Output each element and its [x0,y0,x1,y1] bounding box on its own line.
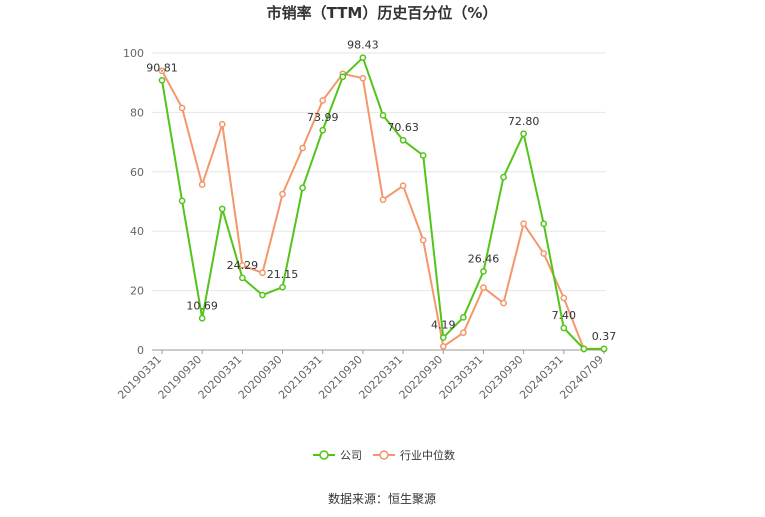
data-point [259,291,266,299]
y-tick-label: 40 [130,225,144,238]
chart-title: 市销率（TTM）历史百分位（%） [267,4,498,22]
data-point [239,274,246,282]
data-label: 24.29 [227,259,259,272]
data-label: 26.46 [468,252,500,265]
data-point [319,126,327,134]
y-tick-label: 0 [137,344,144,357]
data-point [178,104,186,112]
x-axis: 2019033120190930202003312020093020210331… [115,350,606,402]
data-point [299,184,306,192]
data-point [218,205,226,213]
data-point [480,268,487,275]
data-point [500,299,507,307]
y-axis: 0 20 40 60 80 100 [123,47,144,357]
data-point [560,324,568,332]
data-point [279,190,286,198]
data-point [319,97,327,104]
data-point [158,67,166,75]
data-point [198,181,206,188]
data-point [580,345,588,353]
data-point [540,220,548,228]
series-group [158,54,608,353]
data-label: 98.43 [347,39,379,52]
y-tick-label: 100 [123,47,144,60]
data-label: 7.40 [552,309,577,322]
data-point [359,74,367,82]
data-point [500,173,507,181]
data-point [218,120,226,128]
data-point [460,329,467,337]
data-point [339,73,347,81]
data-point [259,269,266,277]
data-point [600,345,608,353]
y-tick-label: 20 [130,285,144,298]
data-point [520,130,527,138]
data-point [399,136,407,144]
source-note: 数据来源：恒生聚源 [328,491,436,506]
data-point [419,152,427,159]
data-labels: 90.81 10.69 24.29 21.15 73.99 98.43 70.63 4.19 2… [146,39,616,343]
data-label: 21.15 [267,268,299,281]
y-tick-label: 60 [130,166,144,179]
data-point [439,334,447,341]
data-point [540,250,548,257]
legend[interactable]: 公司 行业中位数 [313,448,455,462]
data-point [480,284,487,291]
legend-marker [379,450,389,460]
data-point [379,196,387,204]
data-label: 70.63 [387,121,419,134]
legend-label: 行业中位数 [400,448,455,462]
data-label: 0.37 [592,330,617,343]
data-point [399,182,407,190]
data-label: 90.81 [146,61,178,74]
x-tick-label: 20240709 [557,353,606,402]
grid [152,52,606,351]
data-point [560,294,568,302]
series-line [161,56,604,350]
data-point [158,76,166,84]
legend-label: 公司 [340,449,362,462]
data-point [178,197,186,205]
data-point [460,313,467,321]
data-point [520,220,527,228]
data-point [279,283,286,291]
data-point [198,314,206,322]
data-label: 4.19 [431,319,456,332]
legend-marker [319,450,329,460]
data-point [379,112,387,119]
y-tick-label: 80 [130,106,144,119]
data-point [439,343,447,350]
data-label: 73.99 [307,111,339,124]
data-point [419,236,427,244]
data-label: 10.69 [186,299,218,312]
data-point [299,144,306,152]
data-label: 72.80 [508,115,540,128]
data-point [359,54,367,62]
